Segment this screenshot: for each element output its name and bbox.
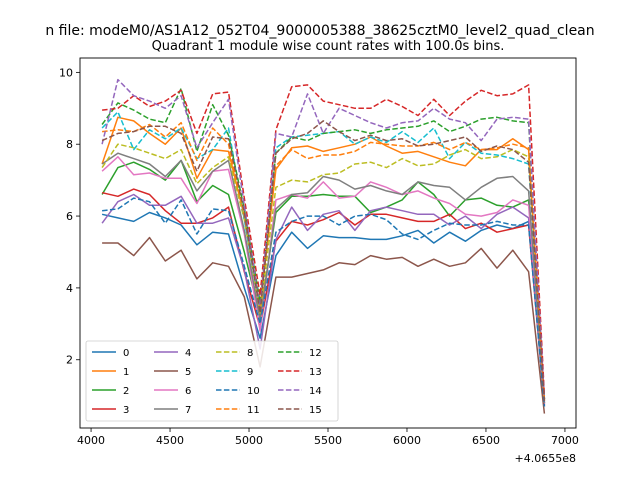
x-tick-label: 4500 bbox=[156, 434, 184, 447]
legend-label-14: 14 bbox=[309, 386, 322, 397]
series-line-4 bbox=[101, 193, 546, 405]
series-line-11 bbox=[102, 121, 546, 400]
chart-title: Quadrant 1 module wise count rates with … bbox=[152, 39, 505, 54]
legend-label-12: 12 bbox=[309, 348, 322, 359]
legend-label-6: 6 bbox=[185, 386, 191, 397]
series-line-3 bbox=[101, 188, 546, 405]
y-tick-label: 8 bbox=[66, 138, 73, 151]
legend-box bbox=[85, 340, 339, 422]
series-line-0 bbox=[101, 211, 546, 407]
x-tick-label: 7000 bbox=[551, 434, 579, 447]
series-line-14 bbox=[101, 78, 546, 400]
x-tick-label: 6500 bbox=[472, 434, 500, 447]
x-tick-label: 4000 bbox=[77, 434, 105, 447]
series-line-7 bbox=[101, 152, 546, 403]
legend-label-1: 1 bbox=[123, 367, 129, 378]
series-line-1 bbox=[101, 116, 546, 400]
series-line-10 bbox=[102, 197, 546, 407]
series-layer bbox=[101, 78, 546, 414]
legend-label-15: 15 bbox=[309, 405, 322, 416]
y-tick-label: 2 bbox=[66, 354, 73, 367]
series-line-8 bbox=[101, 143, 546, 402]
legend-label-4: 4 bbox=[185, 348, 191, 359]
x-axis-offset-label: +4.0655e8 bbox=[515, 452, 576, 465]
y-tick-label: 10 bbox=[59, 66, 73, 79]
legend-label-7: 7 bbox=[185, 405, 191, 416]
series-line-15 bbox=[101, 120, 546, 402]
legend-label-2: 2 bbox=[123, 386, 129, 397]
x-axis: 4000 4500 5000 5500 6000 6500 7000 bbox=[77, 428, 579, 447]
legend-label-3: 3 bbox=[123, 405, 129, 416]
x-tick-label: 5000 bbox=[235, 434, 263, 447]
legend-label-9: 9 bbox=[247, 367, 253, 378]
y-axis: 2 4 6 8 10 bbox=[59, 66, 80, 367]
series-line-6 bbox=[101, 156, 546, 403]
legend-label-0: 0 bbox=[123, 348, 129, 359]
legend-label-10: 10 bbox=[247, 386, 260, 397]
series-line-13 bbox=[102, 84, 546, 396]
legend-label-8: 8 bbox=[247, 348, 253, 359]
x-tick-label: 5500 bbox=[314, 434, 342, 447]
legend-label-5: 5 bbox=[185, 367, 191, 378]
figure-suptitle: n file: modeM0/AS1A12_052T04_9000005388_… bbox=[45, 23, 594, 39]
y-tick-label: 6 bbox=[66, 210, 73, 223]
series-line-2 bbox=[101, 159, 546, 403]
legend-label-11: 11 bbox=[247, 405, 260, 416]
x-tick-label: 6000 bbox=[393, 434, 421, 447]
legend-label-13: 13 bbox=[309, 367, 322, 378]
series-line-5 bbox=[102, 236, 546, 414]
y-tick-label: 4 bbox=[66, 282, 73, 295]
